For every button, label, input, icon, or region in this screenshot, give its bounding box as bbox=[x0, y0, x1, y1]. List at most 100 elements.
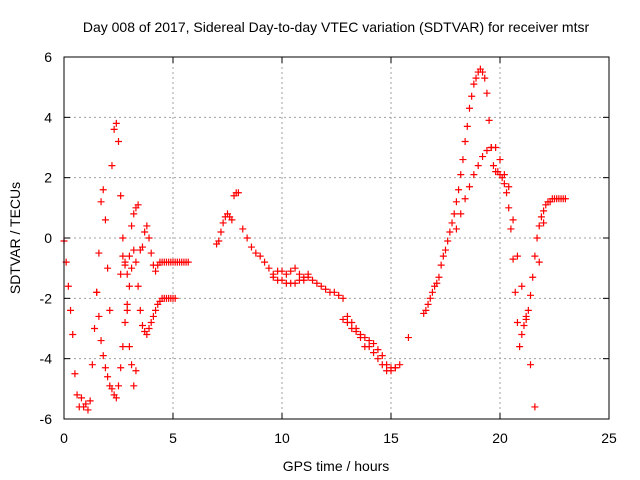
data-point bbox=[261, 258, 269, 266]
data-point bbox=[130, 210, 138, 218]
data-point bbox=[446, 228, 454, 236]
data-point bbox=[461, 195, 469, 203]
data-point bbox=[457, 171, 465, 179]
data-point bbox=[77, 394, 85, 402]
data-point bbox=[339, 294, 347, 302]
data-point bbox=[465, 104, 473, 112]
data-point bbox=[73, 391, 81, 399]
x-tick-label: 25 bbox=[601, 430, 617, 446]
data-point bbox=[317, 282, 325, 290]
data-point bbox=[496, 156, 504, 164]
data-point bbox=[511, 288, 519, 296]
data-point bbox=[130, 246, 138, 254]
data-point bbox=[474, 162, 482, 170]
data-point bbox=[383, 361, 391, 369]
data-point bbox=[67, 306, 75, 314]
data-point bbox=[505, 183, 513, 191]
data-point bbox=[119, 234, 127, 242]
data-point bbox=[361, 334, 369, 342]
data-point bbox=[404, 334, 412, 342]
data-point bbox=[300, 276, 308, 284]
data-point bbox=[540, 219, 548, 227]
y-tick-label: 2 bbox=[44, 170, 52, 186]
plot-frame bbox=[63, 56, 610, 420]
data-point bbox=[518, 331, 526, 339]
data-point bbox=[86, 397, 94, 405]
data-point bbox=[119, 343, 127, 351]
data-point bbox=[509, 255, 517, 263]
data-point bbox=[64, 282, 72, 290]
data-point bbox=[149, 312, 157, 320]
data-point bbox=[123, 300, 131, 308]
data-point bbox=[123, 306, 131, 314]
data-point bbox=[108, 385, 116, 393]
data-point bbox=[252, 249, 260, 257]
data-point bbox=[439, 252, 447, 260]
data-point bbox=[91, 325, 99, 332]
data-point bbox=[132, 367, 140, 375]
data-point bbox=[110, 125, 118, 133]
data-point bbox=[520, 321, 528, 329]
data-point bbox=[483, 89, 491, 97]
data-point bbox=[500, 180, 508, 188]
data-point bbox=[365, 337, 373, 345]
data-point bbox=[117, 364, 125, 372]
data-point bbox=[119, 252, 127, 260]
data-point bbox=[112, 394, 120, 402]
data-point bbox=[396, 361, 404, 369]
data-point bbox=[145, 325, 153, 332]
chart-title: Day 008 of 2017, Sidereal Day-to-day VTE… bbox=[83, 19, 590, 35]
data-point bbox=[84, 406, 92, 414]
data-point bbox=[505, 204, 513, 212]
data-point bbox=[448, 219, 456, 227]
data-point bbox=[442, 246, 449, 254]
data-point bbox=[115, 137, 122, 145]
data-point bbox=[138, 243, 146, 251]
data-point bbox=[507, 225, 515, 233]
x-tick-label: 15 bbox=[383, 430, 399, 446]
data-point bbox=[465, 183, 473, 191]
data-point bbox=[97, 198, 105, 206]
data-point bbox=[291, 264, 299, 272]
data-point bbox=[115, 382, 122, 390]
x-axis-label: GPS time / hours bbox=[283, 458, 390, 474]
data-point bbox=[123, 270, 131, 278]
data-point bbox=[134, 282, 142, 290]
data-point bbox=[335, 291, 343, 299]
data-point bbox=[219, 219, 227, 227]
data-point bbox=[71, 370, 79, 378]
data-point bbox=[343, 312, 351, 320]
data-point bbox=[370, 349, 378, 357]
data-point bbox=[184, 258, 192, 266]
data-point bbox=[130, 382, 138, 390]
data-point bbox=[352, 328, 360, 336]
data-point bbox=[522, 312, 530, 320]
data-point bbox=[437, 261, 445, 269]
data-point bbox=[269, 273, 277, 281]
ticks: 0 5 10 15 20 25 -6 -4 -2 0 2 4 6 bbox=[40, 49, 617, 446]
data-point bbox=[97, 337, 105, 345]
data-point bbox=[444, 237, 452, 245]
data-point bbox=[256, 252, 264, 260]
data-point bbox=[513, 318, 521, 326]
data-point bbox=[343, 318, 351, 326]
data-point bbox=[365, 343, 373, 351]
data-point bbox=[518, 282, 526, 290]
data-point bbox=[489, 162, 497, 170]
data-point bbox=[524, 306, 532, 314]
y-tick-label: -2 bbox=[40, 290, 53, 306]
data-point bbox=[99, 186, 107, 194]
data-point bbox=[121, 261, 129, 269]
x-tick-label: 5 bbox=[169, 430, 177, 446]
data-point bbox=[239, 225, 247, 233]
data-point bbox=[426, 294, 434, 302]
data-point bbox=[291, 279, 299, 287]
data-point bbox=[452, 198, 460, 206]
y-axis-label: SDTVAR / TECUs bbox=[7, 182, 23, 294]
data-point bbox=[339, 315, 347, 323]
data-point bbox=[561, 195, 569, 203]
data-point bbox=[492, 144, 500, 151]
data-point bbox=[527, 291, 535, 299]
data-point bbox=[134, 201, 142, 209]
